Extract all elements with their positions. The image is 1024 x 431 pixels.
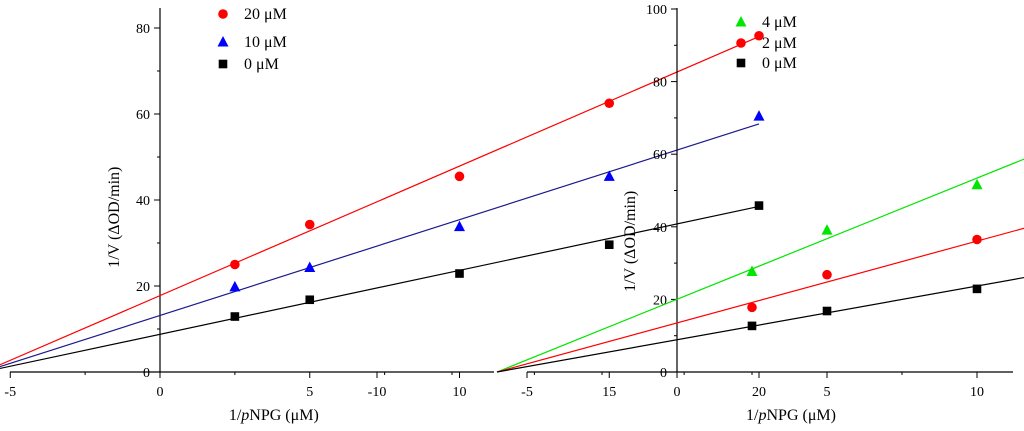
x-tick-label: 0 — [674, 385, 681, 400]
data-point — [230, 312, 240, 321]
series-20-μM — [0, 30, 764, 366]
x-tick-label: 0 — [157, 385, 164, 400]
y-tick-label: 20 — [136, 280, 150, 295]
legend-label: 10 μM — [244, 34, 287, 51]
y-tick-label: 80 — [136, 22, 150, 37]
data-point — [747, 321, 757, 331]
data-point — [972, 284, 982, 294]
x-tick-label: 5 — [824, 385, 831, 400]
legend-marker — [736, 58, 746, 68]
series-10-μM — [0, 110, 765, 368]
data-point — [455, 269, 464, 278]
fit-line — [496, 227, 1024, 373]
x-axis-title: 1/pNPG (μM) — [746, 407, 836, 424]
data-point — [229, 280, 241, 292]
data-point — [604, 240, 614, 250]
data-point — [305, 295, 315, 305]
fit-line — [0, 205, 760, 370]
x-tick-label: -10 — [368, 385, 387, 400]
x-tick-label: 10 — [453, 385, 467, 400]
data-point — [304, 261, 316, 273]
y-tick-label: 0 — [660, 366, 667, 381]
data-point — [822, 306, 832, 316]
y-tick-label: 0 — [143, 366, 150, 381]
data-point — [304, 219, 315, 230]
legend-marker — [735, 16, 747, 27]
legend-marker — [218, 59, 228, 69]
y-tick-label: 60 — [653, 148, 667, 163]
data-point — [753, 110, 765, 121]
data-point — [603, 170, 615, 181]
legend-label: 2 μM — [762, 35, 797, 52]
legend-label: 20 μM — [244, 6, 287, 23]
series-2-μM — [496, 227, 1024, 373]
data-point — [822, 269, 832, 280]
y-axis-title: 1/V (ΔOD/min) — [106, 167, 123, 268]
legend-marker — [736, 38, 746, 48]
series-0-μM — [496, 276, 1024, 373]
fit-line — [496, 158, 1024, 373]
data-point — [754, 201, 764, 210]
fit-line — [496, 276, 1024, 373]
x-tick-label: 5 — [306, 385, 313, 400]
y-tick-label: 80 — [653, 76, 667, 91]
data-point — [454, 171, 465, 182]
y-tick-label: 100 — [646, 3, 667, 18]
data-point — [972, 234, 982, 245]
data-point — [747, 302, 757, 313]
data-point — [454, 220, 465, 232]
data-point — [746, 265, 758, 276]
y-tick-label: 40 — [136, 194, 150, 209]
x-tick-label: -5 — [521, 385, 533, 400]
legend-marker — [217, 36, 229, 47]
x-tick-label: 10 — [970, 385, 984, 400]
x-axis-title: 1/pNPG (μM) — [229, 407, 319, 424]
y-axis-title: 1/V (ΔOD/min) — [622, 191, 639, 292]
legend-label: 4 μM — [762, 14, 797, 31]
x-tick-label: -5 — [4, 385, 16, 400]
y-tick-label: 40 — [653, 221, 667, 236]
x-tick-label: 15 — [602, 385, 616, 400]
chart-panel-1: -10 -5 0 5 10 15 20 0 20 40 60 80 1/pNPG (μM) 1/V (ΔO… — [0, 6, 766, 424]
series-0-μM — [0, 201, 764, 370]
x-tick-label: 20 — [752, 385, 766, 400]
fit-line — [0, 36, 760, 366]
legend-marker — [218, 9, 228, 19]
data-point — [604, 98, 615, 109]
legend-label: 0 μM — [762, 55, 797, 72]
data-point — [971, 178, 983, 190]
series-4-μM — [496, 158, 1024, 373]
chart-panel-2: -10-5051015200204060801001/pNPG (μM)1/V … — [368, 3, 1024, 424]
data-point — [754, 30, 764, 41]
data-point — [821, 224, 833, 235]
data-point — [230, 259, 240, 270]
legend-label: 0 μM — [244, 56, 279, 73]
y-tick-label: 60 — [136, 108, 150, 123]
fit-line — [0, 123, 760, 368]
